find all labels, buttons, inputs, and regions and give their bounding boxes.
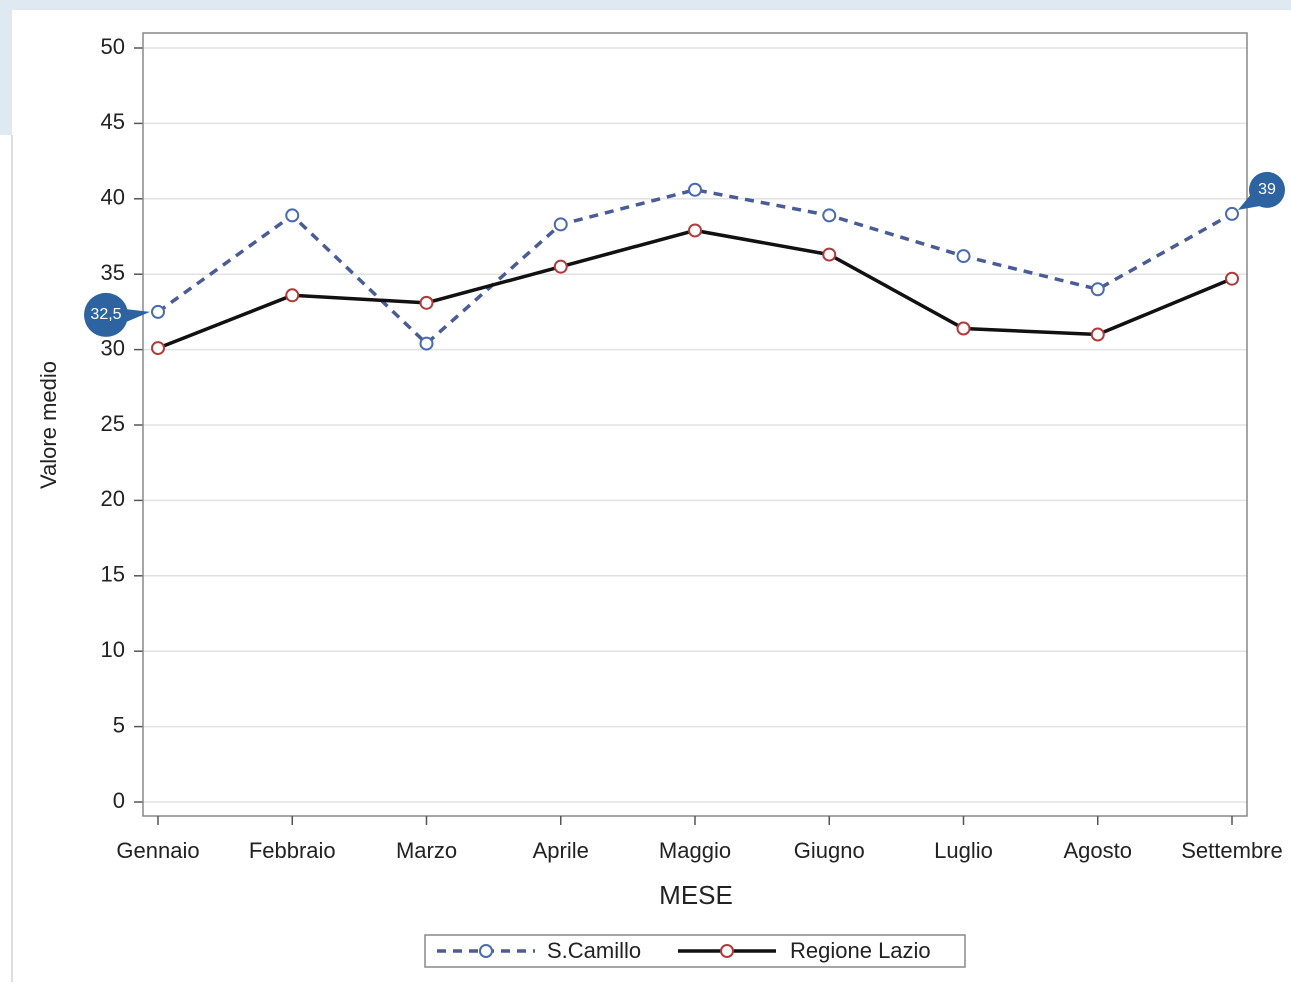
legend-marker — [479, 944, 493, 958]
value-label: 32,5 — [90, 306, 121, 323]
callout-bubble — [1249, 171, 1285, 208]
x-tick-label: Aprile — [533, 838, 589, 863]
x-tick-label: Agosto — [1064, 838, 1133, 863]
side-band — [0, 0, 12, 135]
y-tick-label: 35 — [101, 260, 125, 285]
legend-label: Regione Lazio — [790, 938, 931, 963]
top-band — [0, 0, 1291, 10]
x-tick-label: Giugno — [794, 838, 865, 863]
x-tick-label: Maggio — [659, 838, 731, 863]
marker — [285, 288, 300, 303]
y-tick-label: 0 — [113, 788, 125, 813]
y-tick-label: 10 — [101, 637, 125, 662]
y-axis-label: Valore medio — [36, 361, 61, 489]
x-tick-label: Marzo — [396, 838, 457, 863]
x-axis-label: MESE — [659, 880, 733, 910]
marker — [956, 249, 971, 264]
marker — [822, 247, 837, 262]
marker — [1225, 206, 1239, 221]
marker — [956, 321, 971, 336]
legend-label: S.Camillo — [547, 938, 641, 963]
callout-pointer — [124, 308, 150, 323]
y-tick-label: 20 — [101, 486, 125, 511]
marker — [688, 182, 702, 197]
y-tick-label: 45 — [101, 109, 125, 134]
marker — [822, 208, 837, 223]
y-tick-label: 15 — [101, 562, 125, 587]
value-label: 39 — [1258, 181, 1276, 198]
marker — [285, 208, 300, 223]
legend: S.Camillo Regione Lazio — [424, 934, 966, 968]
marker — [688, 223, 702, 238]
x-tick-label: Gennaio — [116, 838, 199, 863]
series-line — [157, 228, 1233, 350]
marker — [419, 295, 434, 310]
marker — [151, 341, 165, 356]
marker — [419, 336, 434, 351]
marker — [1090, 327, 1105, 342]
y-tick-label: 30 — [101, 335, 125, 360]
y-tick-label: 40 — [101, 185, 125, 210]
marker — [553, 259, 568, 274]
marker — [1225, 271, 1239, 286]
x-tick-label: Febbraio — [249, 838, 336, 863]
series-line — [156, 187, 1233, 346]
x-tick-label: Luglio — [934, 838, 993, 863]
marker — [553, 217, 568, 232]
y-tick-label: 25 — [101, 411, 125, 436]
x-tick-label: Settembre — [1181, 838, 1283, 863]
y-tick-label: 50 — [101, 34, 125, 59]
y-tick-label: 5 — [113, 712, 125, 737]
marker — [151, 304, 165, 319]
marker — [1090, 282, 1105, 297]
legend-marker — [720, 944, 734, 958]
callout-bubble — [84, 292, 128, 337]
